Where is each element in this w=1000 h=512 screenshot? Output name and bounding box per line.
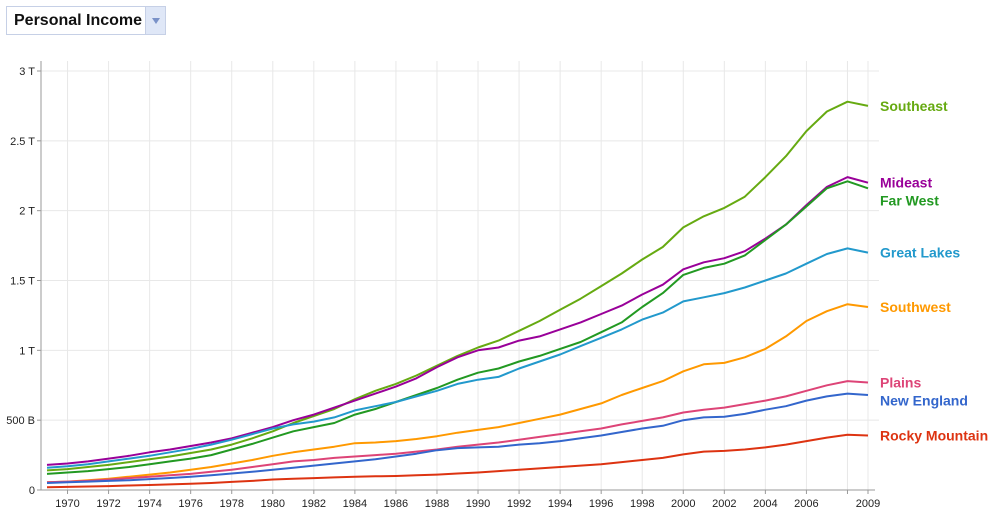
series-line-new-england[interactable]: [46, 392, 869, 484]
x-tick-label: 1978: [219, 498, 243, 510]
y-tick-label: 1 T: [19, 345, 35, 357]
x-tick-label: 2000: [671, 498, 695, 510]
x-tick-label: 1992: [507, 498, 531, 510]
chevron-down-icon: [151, 17, 160, 24]
legend-label-southwest[interactable]: Southwest: [880, 299, 951, 315]
legend-label-plains[interactable]: Plains: [880, 374, 921, 390]
x-tick-label: 2006: [794, 498, 818, 510]
series-lines: [46, 100, 869, 489]
series-labels: Southeast Mideast Far West Great Lakes South…: [880, 98, 988, 444]
x-tick-label: 1980: [261, 498, 285, 510]
x-tick-label: 2002: [712, 498, 736, 510]
x-tick-label: 1984: [343, 498, 367, 510]
x-tick-label: 1982: [302, 498, 326, 510]
series-line-mideast[interactable]: [46, 176, 869, 466]
series-line-rocky-mountain[interactable]: [46, 433, 869, 489]
y-tick-label: 3 T: [19, 66, 35, 78]
x-tick-label: 1986: [384, 498, 408, 510]
metric-selector-label: Personal Income: [14, 12, 143, 29]
x-tick-label: 2004: [753, 498, 777, 510]
legend-label-great-lakes[interactable]: Great Lakes: [880, 245, 960, 261]
x-tick-label: 1988: [425, 498, 449, 510]
series-line-southeast[interactable]: [46, 100, 869, 472]
grid: [41, 61, 879, 490]
x-tick-label: 1972: [96, 498, 120, 510]
series-line-plains[interactable]: [46, 380, 869, 484]
y-tick-label: 1.5 T: [10, 276, 35, 288]
series-line-great-lakes[interactable]: [46, 247, 869, 469]
x-tick-label: 1994: [548, 498, 572, 510]
series-line-southwest[interactable]: [46, 303, 869, 484]
legend-label-far-west[interactable]: Far West: [880, 193, 939, 209]
legend-label-rocky-mountain[interactable]: Rocky Mountain: [880, 428, 988, 444]
metric-selector[interactable]: Personal Income: [6, 6, 166, 35]
x-tick-label: 1970: [55, 498, 79, 510]
axes: 0 500 B 1 T 1.5 T 2 T 2.5 T 3 T 1970 1972 1974 197…: [6, 61, 880, 510]
legend-label-new-england[interactable]: New England: [880, 392, 968, 408]
x-tick-label: 1990: [466, 498, 490, 510]
series-line-far-west[interactable]: [46, 180, 869, 475]
y-tick-label: 0: [29, 485, 35, 497]
legend-label-mideast[interactable]: Mideast: [880, 175, 932, 191]
y-tick-label: 500 B: [6, 415, 35, 427]
x-tick-label: 1974: [137, 498, 161, 510]
y-tick-label: 2.5 T: [10, 136, 35, 148]
y-tick-label: 2 T: [19, 206, 35, 218]
legend-label-southeast[interactable]: Southeast: [880, 98, 948, 114]
x-tick-label: 1996: [589, 498, 613, 510]
dropdown-button[interactable]: [145, 7, 165, 34]
x-tick-label: 1998: [630, 498, 654, 510]
x-tick-label: 1976: [178, 498, 202, 510]
x-tick-label: 2009: [856, 498, 880, 510]
